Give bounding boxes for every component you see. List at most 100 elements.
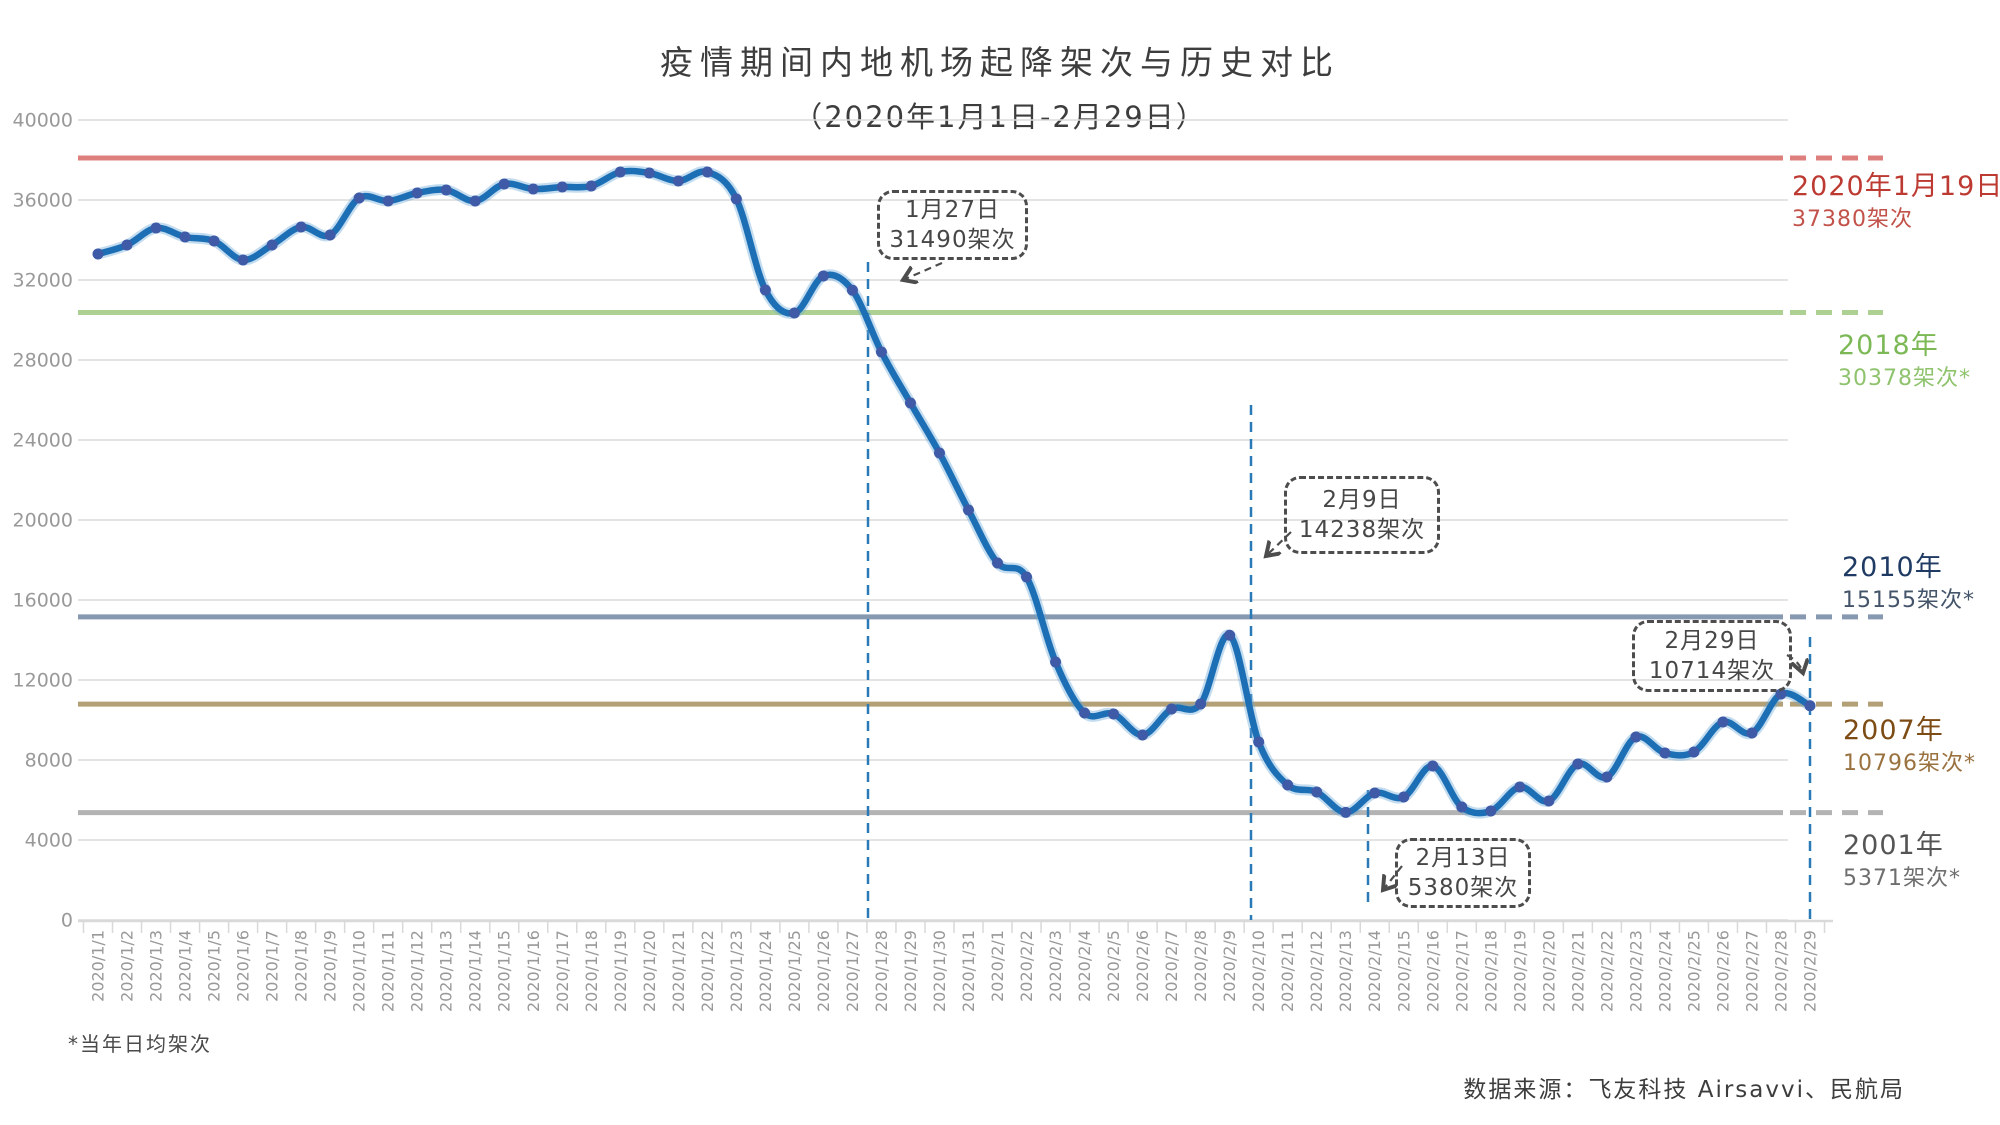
x-axis-label: 2020/2/18 (1481, 930, 1500, 1012)
data-point-2020/1/17 (556, 181, 568, 193)
annotation-value: 31490架次 (889, 227, 1016, 253)
x-axis-label: 2020/1/25 (785, 930, 804, 1012)
data-point-2020/1/20 (643, 167, 655, 179)
x-axis-label: 2020/1/15 (495, 930, 514, 1012)
data-point-2020/2/9 (1224, 629, 1236, 641)
annotation-value: 5380架次 (1407, 875, 1519, 901)
x-axis-label: 2020/1/1 (89, 930, 108, 1002)
annotation-date: 2月29日 (1664, 627, 1760, 654)
x-axis-label: 2020/2/27 (1742, 930, 1761, 1012)
x-axis-label: 2020/1/29 (901, 930, 920, 1012)
data-point-2020/2/10 (1253, 736, 1265, 748)
data-point-2020/2/4 (1079, 707, 1091, 719)
data-point-2020/1/2 (121, 239, 133, 251)
data-point-2020/2/1 (992, 557, 1004, 569)
data-point-2020/1/27 (846, 284, 858, 296)
data-point-2020/2/19 (1514, 781, 1526, 793)
data-point-2020/1/4 (179, 231, 191, 243)
ref-year: 2007年 (1843, 715, 1944, 746)
x-axis-label: 2020/2/1 (988, 930, 1007, 1002)
ref-value: 5371架次* (1843, 866, 1961, 891)
x-axis-label: 2020/2/7 (1162, 930, 1181, 1002)
data-point-2020/2/16 (1427, 760, 1439, 772)
x-axis-label: 2020/1/10 (350, 930, 369, 1012)
data-point-2020/1/9 (324, 229, 336, 241)
y-axis-label: 16000 (13, 590, 73, 612)
data-point-2020/2/14 (1369, 787, 1381, 799)
ref-value: 30378架次* (1838, 366, 1971, 391)
data-point-2020/2/12 (1311, 786, 1323, 798)
annotation-value: 10714架次 (1648, 658, 1776, 684)
data-point-2020/2/20 (1543, 795, 1555, 807)
y-axis-label: 28000 (13, 350, 73, 372)
data-point-2020/1/8 (295, 221, 307, 233)
data-point-2020/2/7 (1166, 703, 1178, 715)
data-point-2020/1/25 (788, 307, 800, 319)
annotation-date: 2月9日 (1322, 486, 1402, 513)
x-axis-label: 2020/1/2 (118, 930, 137, 1002)
annotation-arrow-0 (903, 261, 943, 280)
ref-year: 2018年 (1838, 330, 1939, 361)
annotation-date: 2月13日 (1415, 844, 1511, 871)
x-axis-label: 2020/1/19 (611, 930, 630, 1012)
x-axis-label: 2020/1/5 (205, 930, 224, 1002)
data-point-2020/1/31 (963, 504, 975, 516)
x-axis-label: 2020/1/6 (234, 930, 253, 1002)
data-point-2020/1/13 (440, 184, 452, 196)
annotation-date: 1月27日 (905, 196, 1000, 223)
data-point-2020/2/22 (1601, 771, 1613, 783)
x-axis-label: 2020/1/8 (292, 930, 311, 1002)
data-point-2020/2/23 (1630, 731, 1642, 743)
x-axis-label: 2020/2/28 (1771, 930, 1790, 1012)
x-axis-label: 2020/2/5 (1104, 930, 1123, 1002)
data-point-2020/1/24 (759, 284, 771, 296)
data-point-2020/1/15 (498, 178, 510, 190)
x-axis-label: 2020/2/22 (1597, 930, 1616, 1012)
data-point-2020/1/21 (672, 175, 684, 187)
data-point-2020/2/29 (1804, 700, 1816, 712)
x-axis-label: 2020/2/4 (1075, 930, 1094, 1002)
y-axis-label: 8000 (25, 750, 73, 772)
data-point-2020/1/10 (353, 192, 365, 204)
data-point-2020/2/15 (1398, 791, 1410, 803)
x-axis-label: 2020/2/10 (1249, 930, 1268, 1012)
x-axis-label: 2020/1/27 (843, 930, 862, 1012)
x-axis-label: 2020/2/3 (1046, 930, 1065, 1002)
x-axis-label: 2020/1/18 (582, 930, 601, 1012)
x-axis-label: 2020/2/21 (1568, 930, 1587, 1012)
data-point-2020/2/18 (1485, 805, 1497, 817)
x-axis-label: 2020/1/3 (147, 930, 166, 1002)
y-axis-label: 36000 (13, 190, 73, 212)
data-point-2020/1/11 (382, 195, 394, 207)
data-point-2020/1/19 (614, 166, 626, 178)
ref-label-2020-01-19: 2020年1月19日 37380架次 (1792, 170, 2000, 236)
y-axis-label: 40000 (13, 110, 73, 132)
x-axis-label: 2020/2/26 (1713, 930, 1732, 1012)
x-axis-label: 2020/1/26 (814, 930, 833, 1012)
y-axis-label: 24000 (13, 430, 73, 452)
x-axis-label: 2020/1/31 (959, 930, 978, 1012)
ref-label-2010: 2010年 15155架次* (1842, 551, 1975, 617)
annotation-feb29: 2月29日 10714架次 (1632, 620, 1792, 692)
x-axis-label: 2020/1/11 (379, 930, 398, 1012)
ref-year: 2020年1月19日 (1792, 171, 2000, 202)
x-axis-label: 2020/1/12 (408, 930, 427, 1012)
data-point-2020/2/13 (1340, 806, 1352, 818)
x-axis-label: 2020/1/28 (872, 930, 891, 1012)
data-point-2020/1/29 (904, 397, 916, 409)
x-axis-label: 2020/2/25 (1684, 930, 1703, 1012)
data-point-2020/1/5 (208, 235, 220, 247)
x-axis-label: 2020/2/2 (1017, 930, 1036, 1002)
annotation-value: 14238架次 (1298, 517, 1426, 543)
ref-label-2018: 2018年 30378架次* (1838, 329, 1971, 395)
x-axis-label: 2020/1/20 (640, 930, 659, 1012)
x-axis-label: 2020/1/16 (524, 930, 543, 1012)
x-axis-label: 2020/2/11 (1278, 930, 1297, 1012)
ref-value: 37380架次 (1792, 207, 1913, 232)
ref-label-2007: 2007年 10796架次* (1843, 714, 1976, 780)
data-point-2020/2/21 (1572, 758, 1584, 770)
x-axis-label: 2020/2/14 (1365, 930, 1384, 1012)
chart-title: 疫情期间内地机场起降架次与历史对比 (660, 43, 1340, 82)
